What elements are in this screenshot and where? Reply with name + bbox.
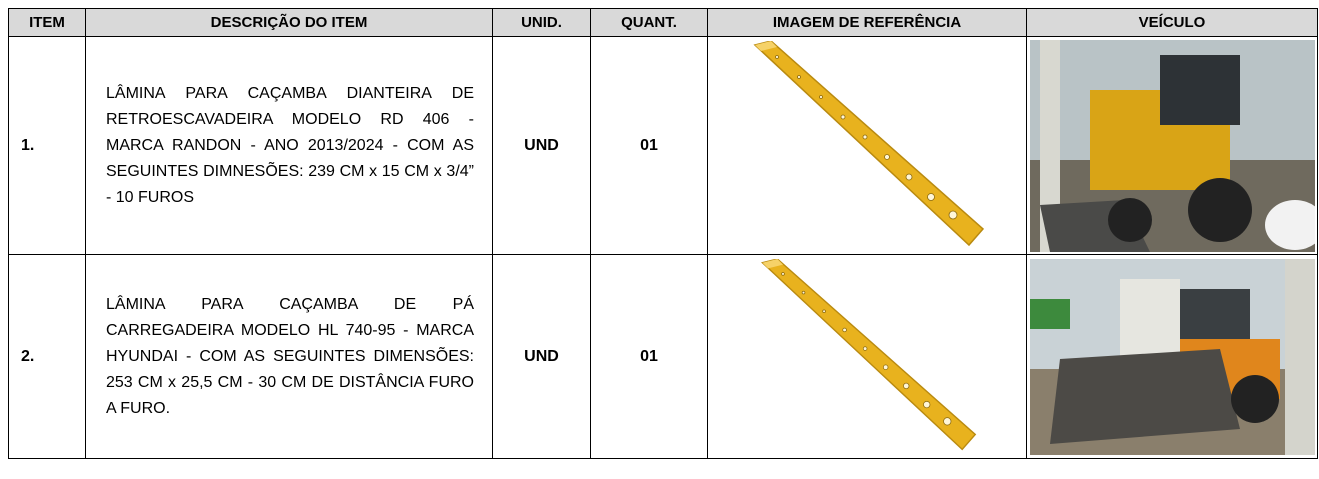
backhoe-photo <box>1029 39 1315 252</box>
item-quantity: 01 <box>590 254 708 459</box>
reference-image-cell <box>707 36 1027 255</box>
item-description: LÂMINA PARA CAÇAMBA DE PÁ CARREGADEIRA M… <box>85 254 493 459</box>
item-description: LÂMINA PARA CAÇAMBA DIANTEIRA DE RETROES… <box>85 36 493 255</box>
vehicle-image-cell <box>1026 36 1318 255</box>
reference-image-cell <box>707 254 1027 459</box>
items-table: ITEM DESCRIÇÃO DO ITEM UNID. QUANT. IMAG… <box>8 8 1318 459</box>
vehicle-image-cell <box>1026 254 1318 459</box>
blade-image <box>753 40 985 246</box>
header-cell: IMAGEM DE REFERÊNCIA <box>707 8 1027 37</box>
item-number: 1. <box>8 36 86 255</box>
item-unit: UND <box>492 254 591 459</box>
loader-photo <box>1029 258 1315 455</box>
header-cell: UNID. <box>492 8 591 37</box>
header-cell: DESCRIÇÃO DO ITEM <box>85 8 493 37</box>
item-unit: UND <box>492 36 591 255</box>
header-cell: ITEM <box>8 8 86 37</box>
item-quantity: 01 <box>590 36 708 255</box>
header-cell: QUANT. <box>590 8 708 37</box>
header-cell: VEÍCULO <box>1026 8 1318 37</box>
item-number: 2. <box>8 254 86 459</box>
header-row: ITEM DESCRIÇÃO DO ITEM UNID. QUANT. IMAG… <box>8 8 1318 37</box>
blade-image <box>761 258 977 450</box>
item-row: 1. LÂMINA PARA CAÇAMBA DIANTEIRA DE RETR… <box>8 36 1318 255</box>
item-row: 2. LÂMINA PARA CAÇAMBA DE PÁ CARREGADEIR… <box>8 254 1318 459</box>
